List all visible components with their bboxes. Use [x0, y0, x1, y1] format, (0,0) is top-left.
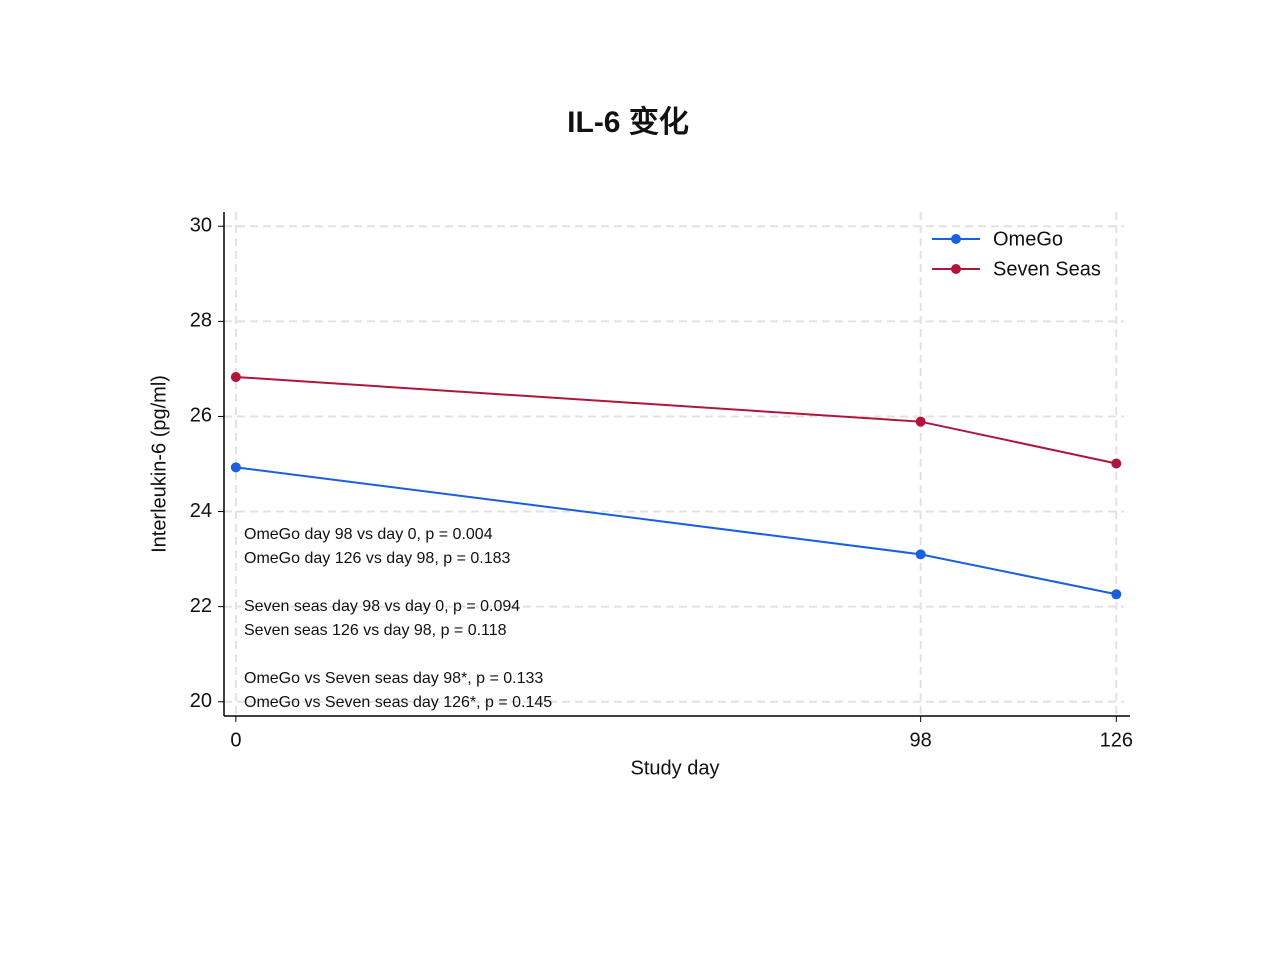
x-tick-label: 0: [230, 729, 241, 751]
annotation: OmeGo vs Seven seas day 126*, p = 0.145: [244, 694, 552, 711]
y-tick-label: 28: [190, 310, 212, 332]
data-point: [230, 371, 241, 382]
legend-label: Seven Seas: [993, 258, 1101, 280]
y-tick-label: 30: [190, 215, 212, 237]
y-tick-label: 24: [190, 500, 212, 522]
annotation: OmeGo day 126 vs day 98, p = 0.183: [244, 550, 510, 567]
legend-marker: [951, 234, 961, 244]
y-tick-label: 20: [190, 690, 212, 712]
data-point: [915, 416, 926, 427]
data-point: [1111, 458, 1122, 469]
data-point: [1111, 589, 1122, 600]
data-line: [235, 375, 1117, 465]
x-axis-label: Study day: [631, 757, 720, 779]
legend-label: OmeGo: [993, 228, 1063, 250]
legend-marker: [951, 264, 961, 274]
annotation: Seven seas 126 vs day 98, p = 0.118: [244, 622, 507, 639]
y-tick-label: 26: [190, 405, 212, 427]
x-tick-label: 126: [1100, 729, 1133, 751]
annotation: OmeGo day 98 vs day 0, p = 0.004: [244, 526, 493, 543]
y-tick-label: 22: [190, 595, 212, 617]
chart-title: IL-6 变化: [567, 105, 689, 139]
y-axis-label: Interleukin-6 (pg/ml): [148, 375, 170, 553]
annotation: Seven seas day 98 vs day 0, p = 0.094: [244, 598, 520, 615]
data-point: [915, 549, 926, 560]
annotation: OmeGo vs Seven seas day 98*, p = 0.133: [244, 670, 543, 687]
data-point: [230, 462, 241, 473]
x-tick-label: 98: [910, 729, 932, 751]
